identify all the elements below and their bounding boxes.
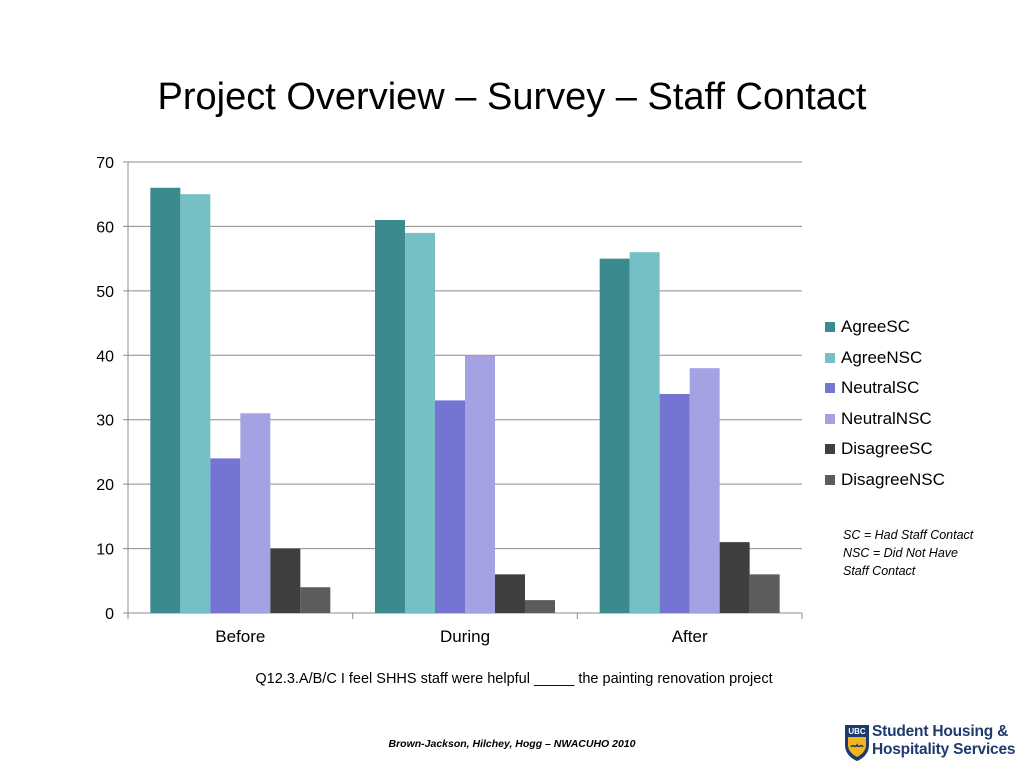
logo-text-line-1: Student Housing & xyxy=(872,723,1009,740)
bar-disagreesc-during xyxy=(495,574,525,613)
bar-neutralsc-during xyxy=(435,400,465,613)
legend-item: AgreeSC xyxy=(825,312,1005,343)
slide-title: Project Overview – Survey – Staff Contac… xyxy=(157,76,867,118)
legend-swatch xyxy=(825,352,835,363)
bar-agreensc-during xyxy=(405,232,435,613)
legend-item: DisagreeNSC xyxy=(825,465,1005,496)
legend-item: AgreeNSC xyxy=(825,343,1005,374)
logo-mark-text: UBC xyxy=(848,727,866,736)
x-category-label: Before xyxy=(215,627,265,646)
bar-agreesc-after xyxy=(599,258,630,613)
legend-label: NeutralSC xyxy=(841,378,920,397)
bar-disagreensc-during xyxy=(525,600,555,613)
bar-neutralnsc-during xyxy=(465,355,495,613)
bar-neutralsc-before xyxy=(210,458,241,613)
legend-swatch xyxy=(825,383,835,394)
ubc-crest-icon: UBC xyxy=(845,725,869,761)
legend-label: AgreeNSC xyxy=(841,347,923,367)
bar-agreesc-during xyxy=(375,219,405,613)
legend-item: DisagreeSC xyxy=(825,434,1005,465)
y-tick-label: 50 xyxy=(96,284,114,301)
y-tick-label: 20 xyxy=(96,477,114,494)
bar-disagreensc-before xyxy=(300,587,331,613)
y-tick-label: 0 xyxy=(105,606,114,623)
legend-label: NeutralNSC xyxy=(841,408,932,428)
footnote-line-2: NSC = Did Not Have xyxy=(843,546,958,560)
bar-disagreesc-after xyxy=(719,542,750,613)
y-tick-label: 40 xyxy=(96,348,114,365)
ubc-shhs-logo: UBC Student Housing & Hospitality Servic… xyxy=(843,722,1019,764)
x-category-label: During xyxy=(440,627,490,646)
bar-neutralnsc-after xyxy=(689,368,720,613)
y-tick-label: 30 xyxy=(96,413,114,430)
y-tick-label: 70 xyxy=(96,155,114,172)
bar-agreensc-after xyxy=(629,252,660,613)
footnote-line-3: Staff Contact xyxy=(843,564,916,578)
bar-neutralsc-after xyxy=(659,393,690,613)
survey-question: Q12.3.A/B/C I feel SHHS staff were helpf… xyxy=(255,671,773,687)
legend-swatch xyxy=(825,474,835,485)
bar-disagreensc-after xyxy=(749,574,780,613)
x-category-label: After xyxy=(672,627,708,646)
legend-swatch xyxy=(825,413,835,424)
y-tick-label: 60 xyxy=(96,219,114,236)
chart-legend: AgreeSC AgreeNSC NeutralSC NeutralNSC Disagr… xyxy=(825,312,1005,495)
legend-item: NeutralNSC xyxy=(825,404,1005,435)
y-tick-label: 10 xyxy=(96,542,114,559)
bar-agreesc-before xyxy=(150,187,181,613)
bar-disagreesc-before xyxy=(270,548,301,613)
legend-footnote: SC = Had Staff Contact NSC = Did Not Hav… xyxy=(843,526,1023,580)
logo-text-line-2: Hospitality Services xyxy=(872,741,1016,758)
bar-neutralnsc-before xyxy=(240,413,271,613)
legend-swatch xyxy=(825,444,835,455)
legend-swatch xyxy=(825,322,835,333)
footnote-line-1: SC = Had Staff Contact xyxy=(843,528,974,542)
citation: Brown-Jackson, Hilchey, Hogg – NWACUHO 2… xyxy=(388,738,636,750)
legend-label: AgreeSC xyxy=(841,317,910,336)
legend-item: NeutralSC xyxy=(825,373,1005,404)
bar-agreensc-before xyxy=(180,194,211,613)
legend-label: DisagreeSC xyxy=(841,439,933,458)
legend-label: DisagreeNSC xyxy=(841,469,945,489)
